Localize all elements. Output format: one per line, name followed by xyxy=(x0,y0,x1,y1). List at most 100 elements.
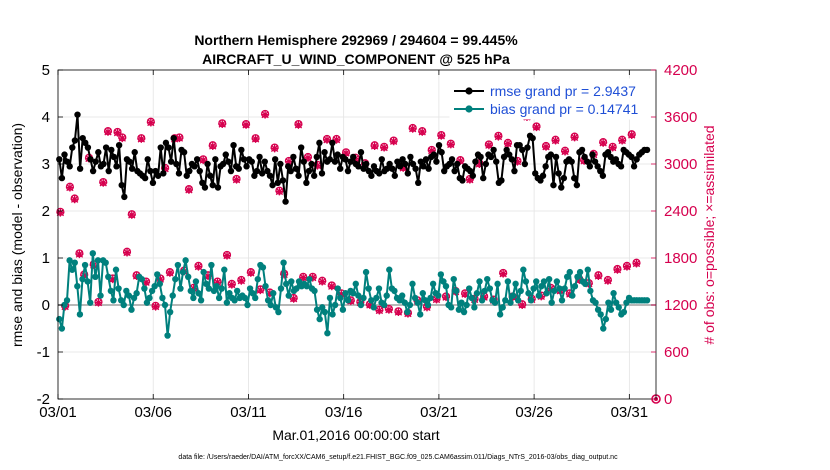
bias-point xyxy=(282,280,290,288)
bias-point xyxy=(525,290,532,297)
rmse-point xyxy=(487,153,495,161)
rmse-point xyxy=(336,165,344,172)
obs-assimilated-point xyxy=(418,127,427,136)
obs-assimilated-point xyxy=(270,144,279,153)
rmse-point xyxy=(292,165,300,172)
obs-assimilated-point xyxy=(289,294,298,303)
obs-assimilated-point xyxy=(456,156,465,165)
bias-point xyxy=(79,275,86,283)
obs-assimilated-point xyxy=(75,250,84,259)
rmse-point xyxy=(467,167,474,175)
obs-assimilated-point xyxy=(599,138,608,147)
bias-point xyxy=(365,285,372,292)
bias-point xyxy=(143,299,151,306)
bias-series xyxy=(56,250,651,339)
bias-point xyxy=(571,283,579,290)
bias-point xyxy=(334,285,341,292)
rmse-point xyxy=(92,158,99,165)
bias-point xyxy=(89,250,97,257)
y-left-tick-label: 4 xyxy=(42,109,50,126)
bias-point xyxy=(520,266,527,273)
rmse-point xyxy=(633,156,640,163)
bias-point xyxy=(275,308,282,316)
obs-assimilated-point xyxy=(323,135,332,144)
rmse-point xyxy=(113,163,120,170)
rmse-point xyxy=(402,160,409,168)
y-left-tick-label: -2 xyxy=(37,391,50,408)
y-left-tick-label: 5 xyxy=(42,62,50,79)
x-tick-label: 03/31 xyxy=(611,404,649,421)
obs-assimilated-point xyxy=(284,157,293,166)
rmse-point xyxy=(243,163,250,170)
obs-assimilated-point xyxy=(232,175,241,184)
bias-point xyxy=(460,308,468,316)
obs-assimilated-point xyxy=(165,268,174,277)
rmse-point xyxy=(555,170,562,177)
rmse-point xyxy=(305,167,313,175)
rmse-point xyxy=(506,151,513,158)
obs-assimilated-point xyxy=(237,276,246,285)
obs-assimilated-point xyxy=(613,265,622,274)
obs-assimilated-point xyxy=(242,120,251,129)
y-right-tick-label: 0 xyxy=(664,391,672,408)
rmse-point xyxy=(222,151,229,158)
obs-assimilated-point xyxy=(151,302,160,311)
y-right-tick-label: 1200 xyxy=(664,297,697,314)
rmse-point xyxy=(586,163,594,170)
bias-point xyxy=(499,304,506,311)
bias-point xyxy=(337,294,344,302)
x-tick-label: 03/06 xyxy=(134,404,172,421)
bias-point xyxy=(509,292,517,299)
rmse-point xyxy=(297,144,305,151)
bias-point xyxy=(504,278,512,285)
bias-point xyxy=(120,301,127,309)
bias-point xyxy=(339,306,347,313)
obs-assimilated-point xyxy=(184,185,193,194)
obs-assimilated-point xyxy=(480,293,489,302)
rmse-point xyxy=(118,181,125,189)
y-axis-label-left: rmse and bias (model - observation) xyxy=(9,123,25,347)
bias-point xyxy=(133,290,140,297)
rmse-point xyxy=(355,163,362,170)
obs-assimilated-point xyxy=(551,136,560,145)
rmse-point xyxy=(597,167,604,175)
rmse-point xyxy=(186,167,193,175)
bias-point xyxy=(61,301,68,309)
bias-point xyxy=(576,268,584,276)
obs-assimilated-point xyxy=(189,284,198,293)
obs-assimilated-point xyxy=(223,251,232,260)
bias-point xyxy=(138,275,145,283)
bias-point xyxy=(84,278,91,285)
bias-point xyxy=(471,304,478,311)
bias-point xyxy=(551,287,558,295)
rmse-point xyxy=(573,181,581,189)
bias-point xyxy=(607,306,615,313)
bias-point xyxy=(130,294,138,302)
rmse-point xyxy=(550,181,557,189)
rmse-point xyxy=(84,144,92,151)
bias-point xyxy=(600,325,607,332)
bias-point xyxy=(197,297,205,304)
y-left-tick-label: 2 xyxy=(42,203,50,220)
rmse-point xyxy=(173,160,180,168)
obs-assimilated-point xyxy=(137,134,146,143)
obs-assimilated-point xyxy=(94,298,103,307)
rmse-point xyxy=(165,144,172,151)
bias-point xyxy=(161,301,169,309)
bias-point xyxy=(151,283,158,290)
x-tick-label: 03/11 xyxy=(230,404,266,421)
obs-assimilated-point xyxy=(365,301,374,309)
rmse-point xyxy=(58,174,66,182)
obs-assimilated-point xyxy=(113,128,122,137)
bias-point xyxy=(97,292,104,299)
obs-assimilated-point xyxy=(370,141,379,150)
rmse-point xyxy=(121,193,128,201)
bias-point xyxy=(71,259,78,266)
rmse-point xyxy=(409,160,417,168)
bias-point xyxy=(76,311,84,318)
rmse-point xyxy=(71,137,79,144)
bias-point xyxy=(200,268,207,276)
bias-point xyxy=(293,285,300,292)
rmse-point xyxy=(240,156,248,163)
